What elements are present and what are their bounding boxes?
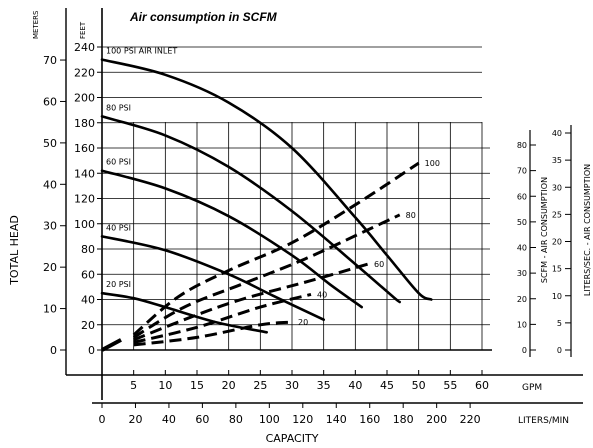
inlet-pressure-curves: 100 PSI AIR INLET 80 PSI 60 PSI 40 PSI 20 PS… — [100, 47, 433, 334]
scfm-tick-label: 0 — [522, 346, 527, 355]
scfm-tick-label: 30 — [517, 269, 527, 278]
air-line-3 — [133, 292, 312, 344]
x-axis-title: CAPACITY — [266, 432, 319, 445]
feet-tick-label: 0 — [88, 344, 95, 357]
feet-tick-label: 160 — [74, 142, 95, 155]
tick-labels: 0204060801001201401601802002202400102030… — [43, 41, 571, 426]
feet-tick-label: 140 — [74, 167, 95, 180]
scfm-tick-label: 60 — [517, 192, 527, 201]
lpm-tick-label: 60 — [195, 413, 209, 426]
grid — [101, 46, 490, 350]
lsec-tick-label: 20 — [552, 238, 562, 247]
lsec-tick-label: 5 — [557, 319, 562, 328]
lpm-tick-label: 120 — [292, 413, 313, 426]
gpm-tick-label: 30 — [285, 379, 299, 392]
gpm-tick-label: 45 — [380, 379, 394, 392]
inlet-curve-label: 80 PSI — [106, 103, 131, 112]
inlet-curve-label: 100 PSI AIR INLET — [106, 47, 177, 56]
feet-tick-label: 200 — [74, 92, 95, 105]
air-line-label: 20 — [298, 318, 308, 327]
feet-tick-label: 100 — [74, 218, 95, 231]
lsec-tick-label: 15 — [552, 265, 562, 274]
lsec-tick-label: 10 — [552, 292, 562, 301]
lpm-tick-label: 80 — [229, 413, 243, 426]
feet-tick-label: 60 — [81, 268, 95, 281]
air-line-2 — [133, 262, 369, 342]
air-consumption-lines: 100 80 60 40 20 — [101, 159, 440, 352]
inlet-curve-1 — [100, 115, 401, 304]
feet-tick-label: 40 — [81, 294, 95, 307]
gpm-tick-label: 15 — [190, 379, 204, 392]
air-line-label: 80 — [406, 211, 416, 220]
meters-tick-label: 70 — [43, 54, 57, 67]
lsec-axis-label: LITERS/SEC. - AIR CONSUMPTION — [583, 164, 592, 296]
feet-tick-label: 80 — [81, 243, 95, 256]
lpm-tick-label: 200 — [426, 413, 447, 426]
inlet-curve-label: 60 PSI — [106, 158, 131, 167]
scfm-tick-label: 70 — [517, 167, 527, 176]
inlet-curve-3 — [100, 235, 325, 321]
air-line-origin — [101, 338, 122, 352]
air-line-4 — [133, 320, 293, 347]
inlet-curve-label: 20 PSI — [106, 280, 131, 289]
scfm-tick-label: 50 — [517, 218, 527, 227]
scfm-tick-label: 20 — [517, 295, 527, 304]
meters-tick-label: 20 — [43, 261, 57, 274]
inlet-curve-label: 40 PSI — [106, 223, 131, 232]
air-line-label: 60 — [374, 260, 384, 269]
feet-tick-label: 20 — [81, 319, 95, 332]
gpm-tick-label: 60 — [475, 379, 489, 392]
lsec-tick-label: 30 — [552, 183, 562, 192]
lpm-tick-label: 0 — [99, 413, 106, 426]
axes — [65, 8, 583, 404]
lsec-tick-label: 0 — [557, 346, 562, 355]
gpm-tick-label: 40 — [348, 379, 362, 392]
gpm-tick-label: 50 — [412, 379, 426, 392]
meters-tick-label: 50 — [43, 137, 57, 150]
scfm-tick-label: 80 — [517, 141, 527, 150]
feet-tick-label: 220 — [74, 66, 95, 79]
air-line-1 — [132, 213, 401, 339]
lpm-tick-label: 220 — [460, 413, 481, 426]
meters-tick-label: 40 — [43, 178, 57, 191]
chart-title: Air consumption in SCFM — [129, 10, 278, 24]
lsec-tick-label: 40 — [552, 129, 562, 138]
inlet-curve-2 — [100, 169, 363, 309]
inlet-curve-0 — [100, 58, 433, 301]
gpm-tick-label: 20 — [222, 379, 236, 392]
y-axis-title: TOTAL HEAD — [8, 215, 21, 286]
feet-axis-label: FEET — [79, 21, 87, 39]
gpm-tick-label: 5 — [130, 379, 137, 392]
air-line-label: 40 — [317, 290, 327, 299]
lpm-tick-label: 140 — [326, 413, 347, 426]
lsec-tick-label: 35 — [552, 156, 562, 165]
meters-tick-label: 60 — [43, 95, 57, 108]
feet-tick-label: 180 — [74, 117, 95, 130]
lpm-tick-label: 20 — [128, 413, 142, 426]
meters-tick-label: 10 — [43, 303, 57, 316]
lpm-tick-label: 160 — [359, 413, 380, 426]
gpm-tick-label: 55 — [443, 379, 457, 392]
lpm-tick-label: 40 — [162, 413, 176, 426]
air-line-label: 100 — [425, 159, 440, 168]
scfm-axis-label: SCFM - AIR CONSUMPTION — [540, 177, 549, 283]
feet-tick-label: 120 — [74, 193, 95, 206]
air-line-0 — [132, 161, 420, 337]
lpm-units-label: LITERS/MIN — [518, 416, 569, 426]
lpm-tick-label: 100 — [259, 413, 280, 426]
lsec-tick-label: 25 — [552, 210, 562, 219]
meters-tick-label: 30 — [43, 220, 57, 233]
gpm-tick-label: 25 — [253, 379, 267, 392]
scfm-tick-label: 40 — [517, 244, 527, 253]
scfm-tick-label: 10 — [517, 320, 527, 329]
feet-tick-label: 240 — [74, 41, 95, 54]
gpm-tick-label: 10 — [158, 379, 172, 392]
meters-axis-label: METERS — [32, 10, 40, 39]
meters-tick-label: 0 — [50, 344, 57, 357]
gpm-units-label: GPM — [522, 383, 542, 393]
gpm-tick-label: 35 — [317, 379, 331, 392]
lpm-tick-label: 180 — [393, 413, 414, 426]
